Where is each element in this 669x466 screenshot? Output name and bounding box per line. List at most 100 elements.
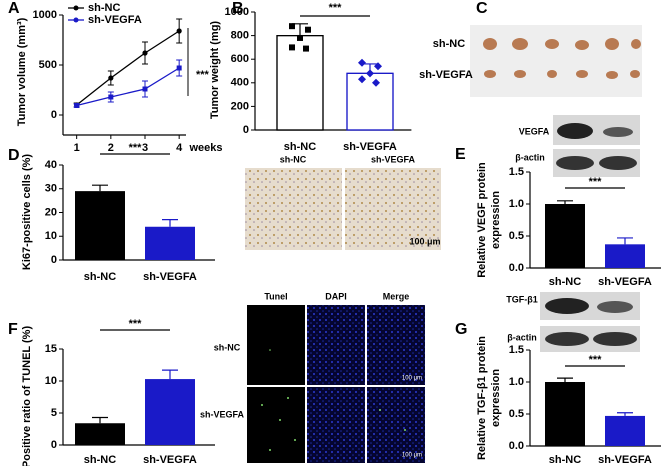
x-tick-label: sh-VEGFA	[143, 454, 197, 466]
point	[142, 50, 148, 56]
x-tick-label: sh-VEGFA	[343, 141, 397, 153]
y-axis-label: expression	[490, 191, 502, 249]
y-axis-label: expression	[490, 369, 502, 427]
row-label: sh-VEGFA	[419, 69, 473, 81]
annotation: ***	[329, 2, 343, 14]
point	[289, 23, 295, 30]
x-tick-label: sh-NC	[549, 454, 581, 466]
y-tick-label: 500	[39, 59, 57, 71]
x-tick-label: 4	[176, 142, 183, 154]
y-tick-label: 0	[51, 254, 57, 266]
error-bar	[162, 369, 178, 380]
y-tick-label: 1.0	[509, 198, 524, 210]
x-tick-label: sh-VEGFA	[598, 276, 652, 288]
y-tick-label: 0.5	[509, 230, 524, 242]
column-label: Tunel	[264, 291, 287, 301]
bar	[75, 191, 125, 260]
bar	[605, 244, 645, 268]
x-tick-label: 1	[74, 142, 80, 154]
point	[374, 62, 382, 71]
y-axis-label: Tumor weight (mg)	[209, 21, 221, 120]
annotation: ***	[589, 354, 603, 366]
line	[76, 30, 180, 106]
x-tick-label: sh-NC	[84, 454, 116, 466]
x-tick-label: 3	[142, 142, 148, 154]
y-axis-label: Relative VEGF protein	[476, 162, 488, 278]
bar	[145, 226, 195, 260]
error-bar	[362, 63, 378, 84]
y-tick-label: 1.5	[509, 344, 524, 356]
error-bar	[557, 200, 573, 204]
y-tick-label: 0.0	[509, 440, 524, 452]
legend-swatch	[73, 5, 79, 11]
error-bar	[617, 412, 633, 416]
y-axis-label: Tumor volume (mm³)	[16, 17, 28, 126]
point	[358, 75, 366, 84]
bar-outline	[346, 72, 394, 131]
x-tick-label: sh-NC	[549, 276, 581, 288]
y-tick-label: 0	[51, 109, 57, 121]
point	[303, 45, 309, 52]
scale-bar-label: 100 μm	[402, 376, 422, 382]
y-tick-label: 1.0	[509, 376, 524, 388]
row-label: sh-NC	[433, 38, 465, 50]
annotation: ***	[129, 318, 143, 330]
error-bar	[92, 416, 108, 424]
y-tick-label: 10	[45, 230, 57, 242]
x-tick-label: sh-VEGFA	[143, 271, 197, 283]
point	[358, 58, 366, 67]
y-tick-label: 0	[51, 439, 57, 451]
y-tick-label: 40	[45, 159, 57, 171]
blot-label: β-actin	[507, 332, 537, 342]
scale-bar-label: 100 μm	[402, 453, 422, 459]
y-tick-label: 0.5	[509, 408, 524, 420]
y-tick-label: 1000	[33, 9, 57, 21]
annotation: ***	[196, 69, 210, 81]
micrograph	[245, 168, 342, 250]
row-label: sh-VEGFA	[200, 409, 245, 419]
point	[372, 78, 380, 87]
bar	[346, 72, 394, 131]
y-axis-label: Ki67-positive cells (%)	[21, 154, 33, 270]
point	[108, 94, 114, 100]
image-label: sh-NC	[280, 154, 307, 164]
panel-label: A	[8, 0, 20, 17]
y-tick-label: 600	[231, 53, 249, 65]
error-bar	[292, 23, 308, 48]
y-tick-label: 15	[45, 343, 57, 355]
bar	[75, 423, 125, 445]
panel-label: C	[476, 0, 488, 17]
panel-label: F	[8, 321, 18, 338]
panel-label: E	[455, 146, 466, 163]
western-blot	[540, 292, 640, 352]
bar	[145, 379, 195, 445]
bar	[605, 415, 645, 446]
tumor-photo	[470, 25, 642, 97]
panel-label: B	[232, 0, 244, 17]
x-axis-label: weeks	[188, 142, 222, 154]
point	[142, 86, 148, 92]
y-tick-label: 800	[231, 30, 249, 42]
legend-swatch	[73, 17, 79, 23]
panel-label: G	[455, 321, 467, 338]
error-bar	[617, 237, 633, 245]
error-bar	[92, 184, 108, 192]
column-label: DAPI	[325, 291, 347, 301]
row-label: sh-NC	[214, 342, 241, 352]
western-blot	[553, 115, 640, 177]
y-tick-label: 0.0	[509, 262, 524, 274]
legend-label: sh-NC	[88, 2, 120, 14]
y-tick-label: 5	[51, 407, 57, 419]
y-tick-label: 1000	[225, 6, 249, 18]
point	[289, 44, 295, 51]
point	[297, 34, 303, 41]
x-tick-label: sh-VEGFA	[598, 454, 652, 466]
y-tick-label: 1.5	[509, 166, 524, 178]
y-tick-label: 200	[231, 100, 249, 112]
bar-outline	[276, 34, 324, 131]
y-tick-label: 10	[45, 375, 57, 387]
point	[305, 26, 311, 33]
bar	[545, 382, 585, 446]
x-tick-label: sh-NC	[284, 141, 316, 153]
blot-label: TGF-β1	[506, 294, 538, 304]
